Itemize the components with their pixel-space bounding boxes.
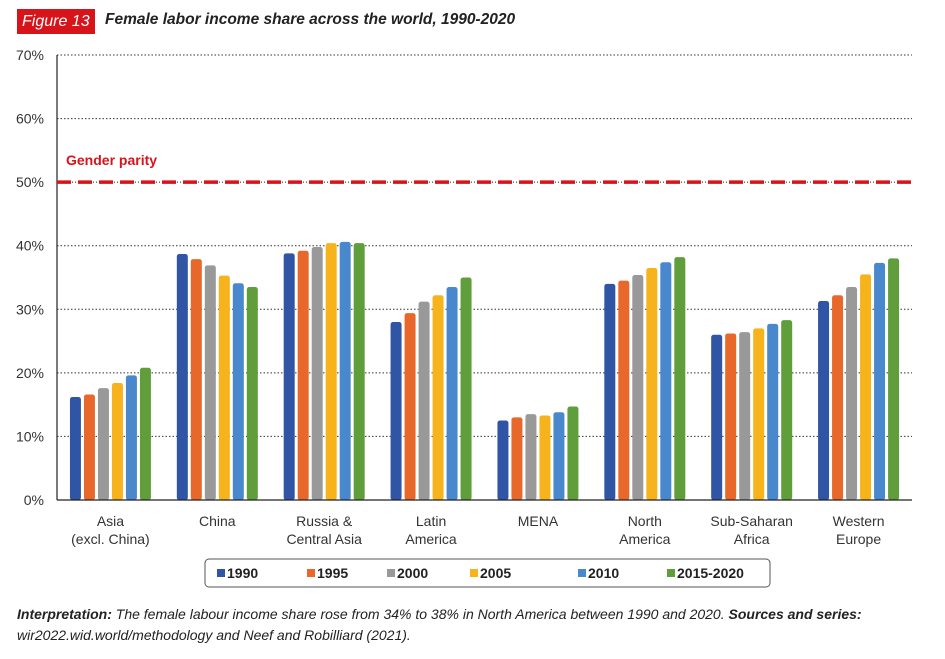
bar-2015-2020-1	[246, 287, 258, 500]
legend-label-2015-2020: 2015-2020	[677, 565, 744, 581]
x-category-label: America	[619, 531, 671, 547]
bar-2010-4	[553, 412, 565, 500]
bar-2000-7	[846, 287, 858, 500]
interpretation-text: The female labour income share rose from…	[111, 606, 729, 622]
x-category-label: MENA	[518, 513, 559, 529]
bar-2005-0	[111, 383, 123, 500]
y-tick-label: 60%	[16, 111, 44, 127]
bar-2005-4	[539, 415, 551, 500]
x-category-label: Africa	[734, 531, 770, 547]
bar-2015-2020-5	[674, 257, 686, 500]
legend-label-2010: 2010	[588, 565, 619, 581]
bar-1995-7	[832, 295, 844, 500]
legend-label-1995: 1995	[317, 565, 348, 581]
legend-swatch-2015-2020	[667, 569, 675, 577]
x-category-label: Russia &	[296, 513, 353, 529]
bar-1995-2	[297, 250, 309, 500]
bar-2015-2020-4	[567, 406, 579, 500]
bar-2005-6	[753, 328, 765, 500]
bar-2010-6	[767, 323, 779, 500]
bar-2010-1	[232, 283, 244, 500]
bar-1995-6	[725, 333, 737, 500]
y-tick-label: 70%	[16, 47, 44, 63]
bar-1995-3	[404, 313, 416, 500]
bar-1995-1	[190, 259, 202, 500]
chart-title: Female labor income share across the wor…	[105, 11, 516, 28]
bar-1995-5	[618, 280, 630, 500]
x-category-label: Latin	[416, 513, 446, 529]
legend-label-2000: 2000	[397, 565, 428, 581]
x-category-label: (excl. China)	[71, 531, 150, 547]
bar-1990-3	[390, 322, 402, 500]
legend-swatch-1990	[217, 569, 225, 577]
bar-1995-4	[511, 417, 523, 500]
legend-box	[204, 558, 771, 588]
legend-swatch-2010	[578, 569, 586, 577]
bar-2010-2	[339, 241, 351, 500]
legend-swatch-1995	[307, 569, 315, 577]
bar-2015-2020-0	[139, 367, 151, 500]
bar-2000-4	[525, 414, 537, 500]
bar-2010-0	[125, 375, 137, 500]
bar-2000-2	[311, 246, 323, 500]
bar-2005-2	[325, 243, 337, 500]
parity-label: Gender parity	[66, 152, 157, 168]
bar-chart: 0% 10% 20% 30% 40% 50% 60% 70% Asia (excl. China)…	[16, 47, 912, 588]
bar-1990-6	[711, 334, 723, 500]
bar-1990-7	[818, 301, 830, 500]
y-tick-label: 20%	[16, 365, 44, 381]
bar-2000-6	[739, 332, 751, 500]
bar-2015-2020-6	[781, 320, 793, 500]
bar-2010-3	[446, 287, 458, 500]
interpretation-label: Interpretation:	[17, 606, 112, 622]
bar-2005-1	[218, 275, 230, 500]
bar-1990-4	[497, 420, 509, 500]
y-tick-label: 0%	[24, 492, 44, 508]
x-category-label: Europe	[836, 531, 881, 547]
x-category-label: North	[628, 513, 662, 529]
y-tick-label: 10%	[16, 428, 44, 444]
bar-2000-5	[632, 274, 644, 500]
x-category-label: America	[405, 531, 457, 547]
bar-2010-5	[660, 262, 672, 500]
legend-label-2005: 2005	[480, 565, 511, 581]
legend-label-1990: 1990	[227, 565, 258, 581]
x-category-label: Asia	[97, 513, 124, 529]
y-tick-label: 50%	[16, 174, 44, 190]
legend-swatch-2000	[387, 569, 395, 577]
footnote: Interpretation: The female labour income…	[17, 604, 932, 646]
x-category-label: Central Asia	[286, 531, 362, 547]
y-tick-label: 30%	[16, 301, 44, 317]
bar-2005-3	[432, 295, 444, 500]
bar-2015-2020-2	[353, 243, 365, 500]
x-category-label: China	[199, 513, 236, 529]
x-category-label: Sub-Saharan	[710, 513, 793, 529]
legend-swatch-2005	[470, 569, 478, 577]
bar-2015-2020-7	[888, 258, 900, 500]
bar-2010-7	[874, 262, 886, 500]
bar-1990-5	[604, 283, 616, 500]
bar-2000-3	[418, 301, 430, 500]
bar-1990-0	[69, 397, 81, 500]
bar-1995-0	[83, 394, 95, 500]
y-tick-label: 40%	[16, 238, 44, 254]
bar-2000-0	[97, 388, 109, 500]
bar-2000-1	[204, 265, 216, 500]
bar-2005-5	[646, 267, 658, 500]
figure-number-badge: Figure 13	[17, 9, 95, 34]
bar-2005-7	[860, 274, 872, 500]
sources-label: Sources and series:	[728, 606, 862, 622]
sources-text: wir2022.wid.world/methodology and Neef a…	[17, 627, 411, 643]
bar-1990-2	[283, 253, 295, 500]
x-category-label: Western	[833, 513, 885, 529]
bar-1990-1	[176, 253, 188, 500]
bar-2015-2020-3	[460, 277, 472, 500]
